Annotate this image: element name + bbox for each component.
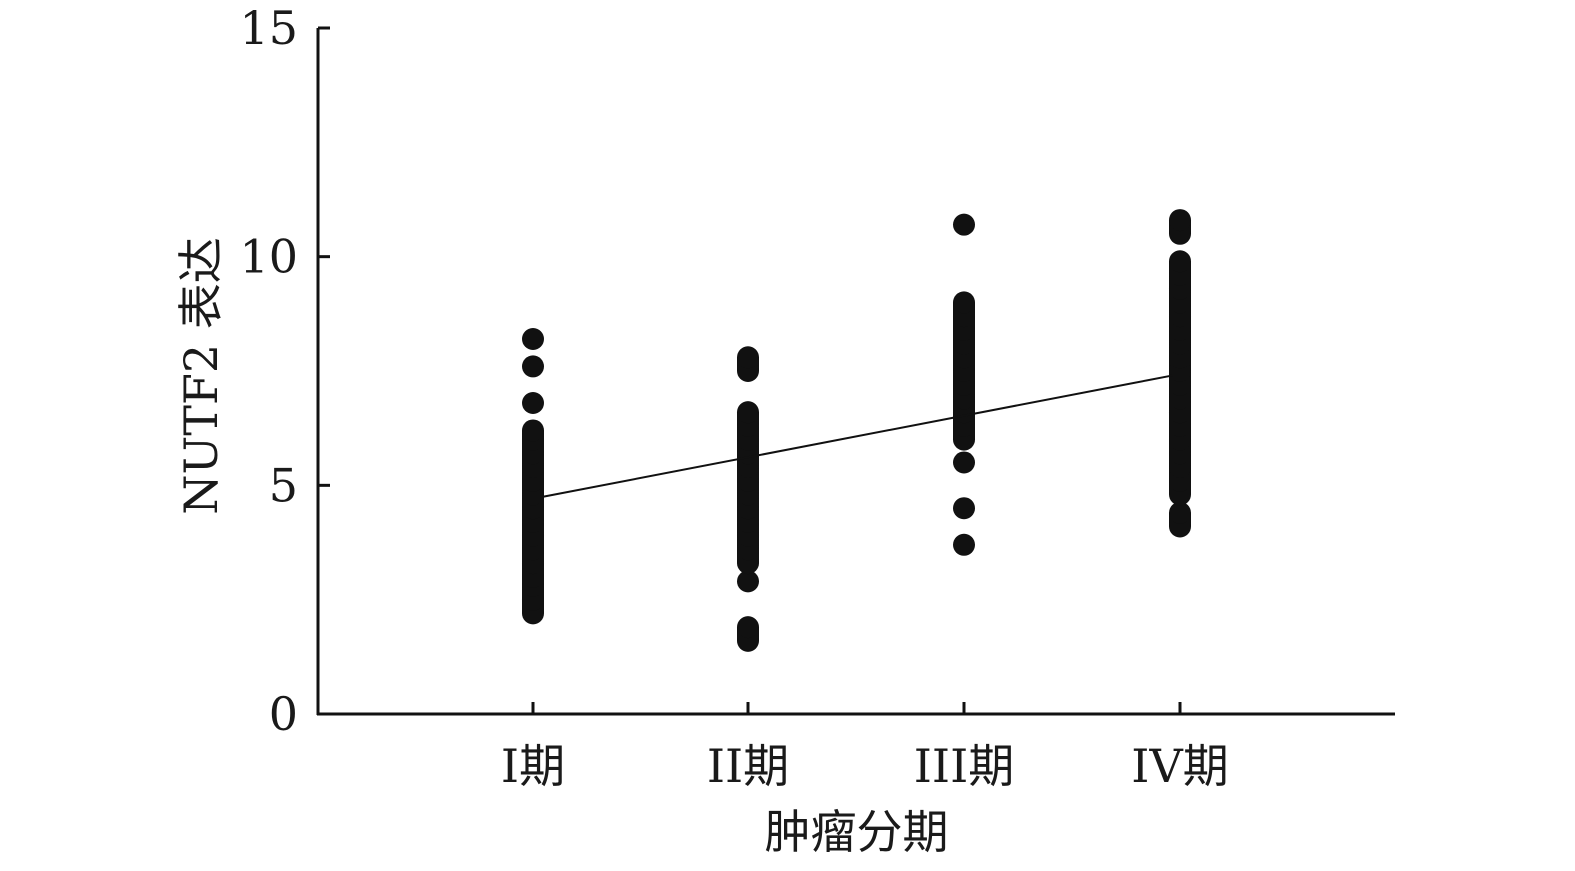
data-point bbox=[1169, 501, 1191, 524]
data-point bbox=[522, 355, 544, 378]
trend-line bbox=[542, 374, 1173, 498]
data-point bbox=[953, 533, 975, 556]
y-tick-label: 0 bbox=[269, 687, 298, 741]
data-point bbox=[522, 419, 544, 442]
x-tick-label: II期 bbox=[707, 739, 789, 793]
data-point bbox=[737, 570, 759, 593]
data-point bbox=[737, 346, 759, 369]
y-tick-label: 5 bbox=[269, 458, 298, 512]
x-axis-ticks: I期 II期 III期 IV期 bbox=[501, 702, 1229, 793]
data-point bbox=[737, 401, 759, 424]
data-point bbox=[1169, 250, 1191, 273]
data-points bbox=[522, 209, 1191, 652]
data-point bbox=[1169, 209, 1191, 232]
y-tick-label: 15 bbox=[239, 1, 298, 55]
data-point bbox=[953, 291, 975, 314]
y-tick-label: 10 bbox=[239, 230, 298, 284]
x-axis-title: 肿瘤分期 bbox=[765, 805, 949, 859]
x-tick-label: I期 bbox=[501, 739, 565, 793]
data-point bbox=[522, 392, 544, 415]
y-axis-ticks: 0 5 10 15 bbox=[239, 1, 330, 741]
data-point bbox=[953, 451, 975, 474]
y-axis-title: NUTF2 表达 bbox=[174, 237, 228, 515]
data-point bbox=[737, 616, 759, 639]
data-point bbox=[953, 213, 975, 236]
x-tick-label: IV期 bbox=[1131, 739, 1228, 793]
x-tick-label: III期 bbox=[914, 739, 1015, 793]
data-point bbox=[522, 327, 544, 350]
data-point bbox=[953, 497, 975, 520]
